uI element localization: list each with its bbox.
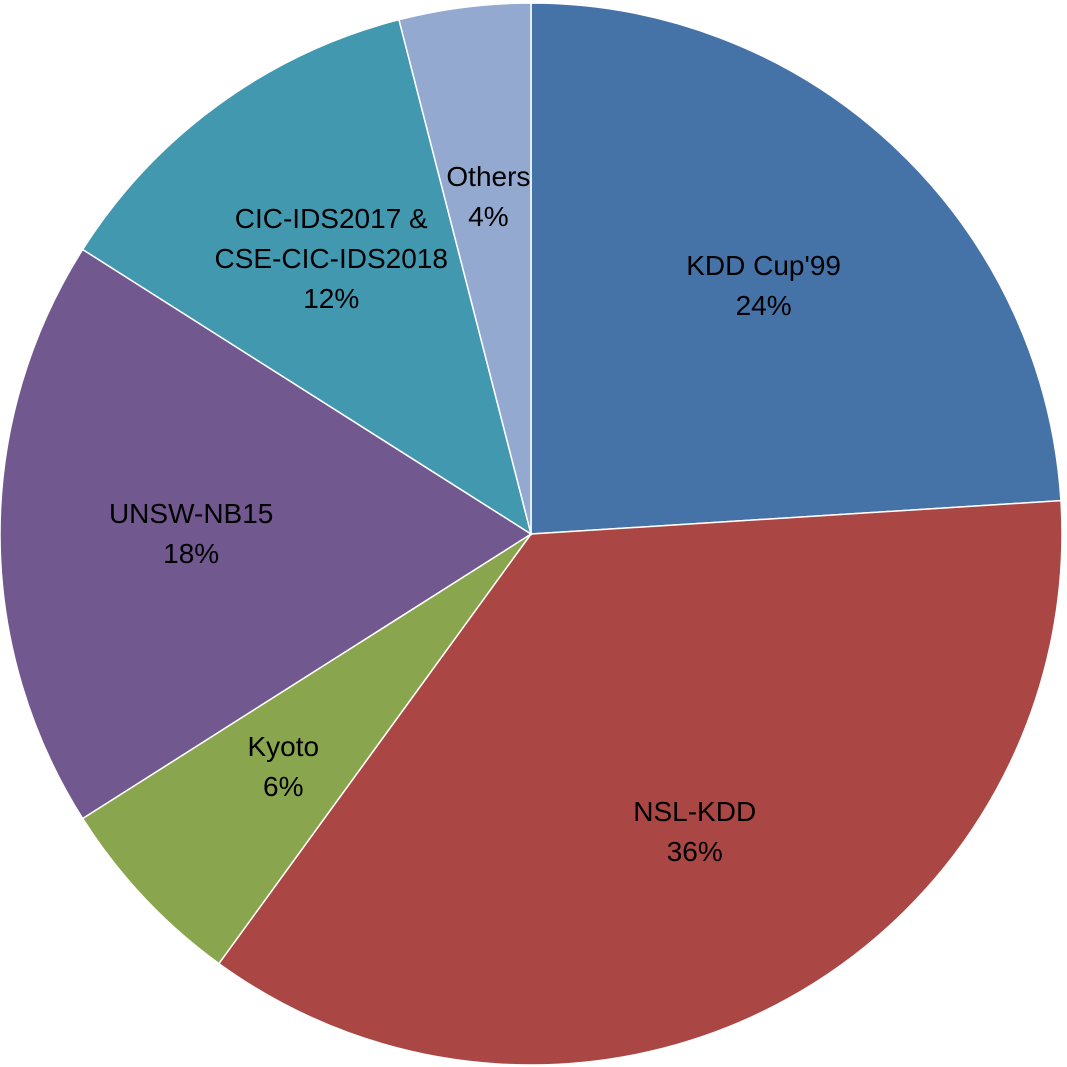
category-label: KDD Cup'99: [686, 250, 841, 282]
pie-slice: [81, 533, 532, 965]
slice-label: UNSW-NB15 18%: [71, 494, 311, 574]
category-label: Kyoto: [247, 730, 320, 762]
pie-slice: [0, 248, 533, 820]
pie-slice: [530, 2, 1062, 535]
slice-label: CIC-IDS2017 & CSE-CIC-IDS2018 12%: [211, 199, 451, 319]
pie-slice: [81, 18, 533, 536]
category-label: NSL-KDD: [633, 795, 757, 827]
value-label: 36%: [666, 835, 723, 867]
value-label: 24%: [735, 290, 792, 322]
value-label: 18%: [163, 538, 220, 569]
value-label: 6%: [263, 770, 304, 802]
value-label: 12%: [303, 283, 360, 315]
slice-label: NSL-KDD 36%: [575, 792, 815, 872]
category-label: CIC-IDS2017 & CSE-CIC-IDS2018: [214, 203, 448, 275]
slice-label: KDD Cup'99 24%: [644, 246, 884, 326]
category-label: Others: [446, 160, 531, 192]
slice-label: Others 4%: [368, 157, 608, 237]
pie-slice: [217, 499, 1063, 1066]
pie-slice: [398, 2, 532, 535]
value-label: 4%: [468, 200, 509, 232]
category-label: UNSW-NB15: [108, 498, 274, 529]
slice-label: Kyoto 6%: [163, 727, 403, 807]
